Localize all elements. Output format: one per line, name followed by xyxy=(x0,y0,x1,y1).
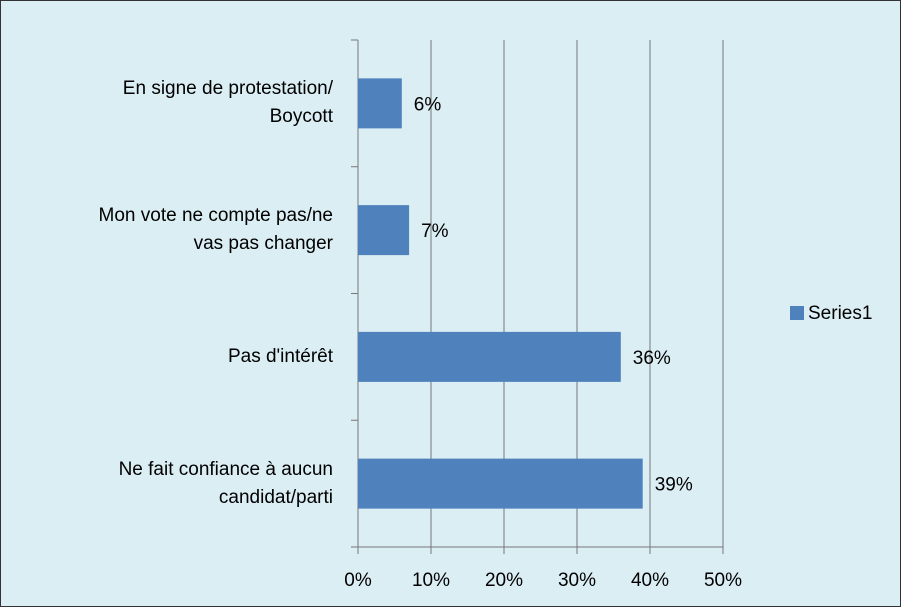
bar xyxy=(358,331,621,382)
x-tick-label: 50% xyxy=(704,570,742,591)
y-tick-label: Ne fait confiance à aucun candidat/parti xyxy=(118,458,333,508)
y-tick-label: Mon vote ne compte pas/ne vas pas change… xyxy=(98,205,333,255)
x-tick-label: 10% xyxy=(412,570,450,591)
data-label: 7% xyxy=(421,221,449,242)
x-tick-label: 40% xyxy=(631,570,669,591)
x-tick-label: 30% xyxy=(558,570,596,591)
data-label: 39% xyxy=(655,475,693,496)
x-tick-label: 20% xyxy=(485,570,523,591)
legend-label: Series1 xyxy=(808,303,872,324)
y-tick-label: Pas d'intérêt xyxy=(227,345,333,367)
data-label: 36% xyxy=(633,348,671,369)
y-tick-label: En signe de protestation/ Boycott xyxy=(122,78,333,128)
bar xyxy=(358,458,643,509)
legend-swatch xyxy=(790,306,804,320)
bar xyxy=(358,78,402,129)
x-tick-label: 0% xyxy=(344,570,372,591)
bar xyxy=(358,205,410,256)
data-label: 6% xyxy=(414,94,442,115)
